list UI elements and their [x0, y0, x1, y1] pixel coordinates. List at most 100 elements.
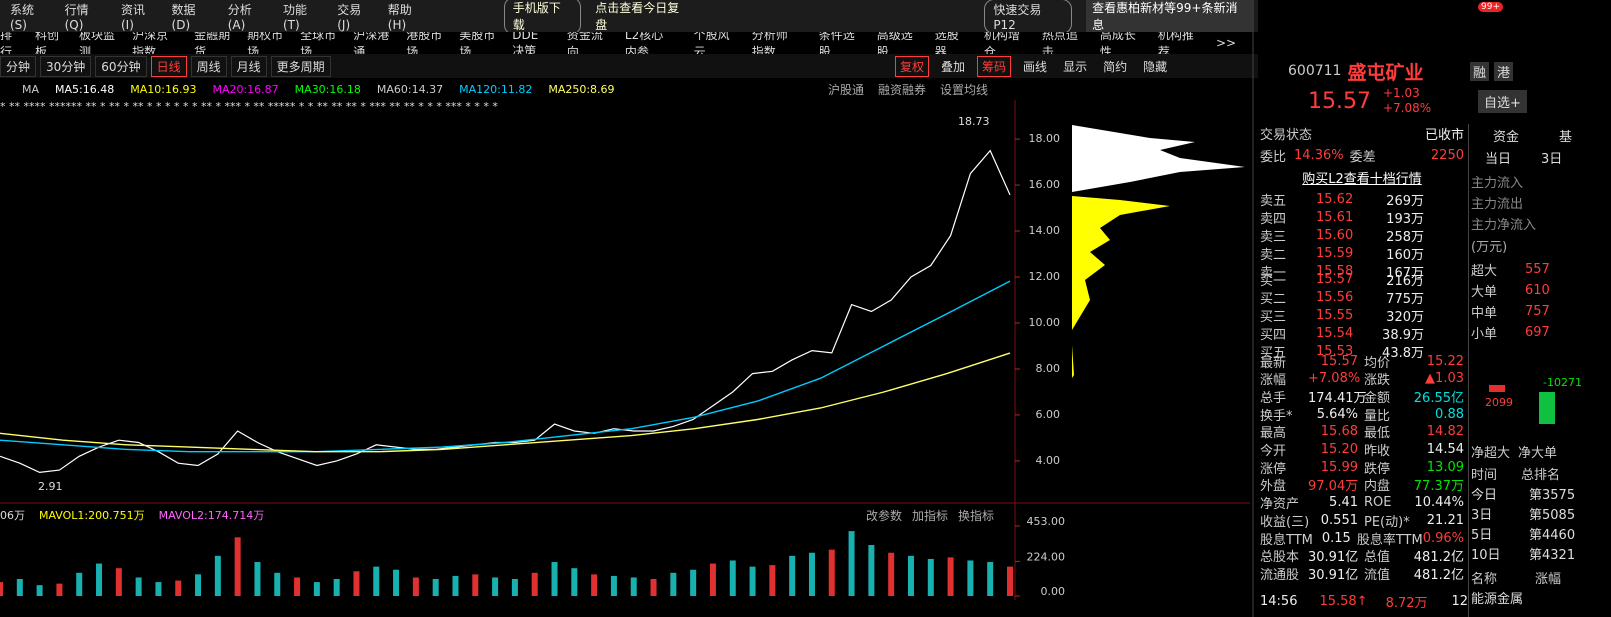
- period[interactable]: 分钟: [0, 55, 37, 77]
- chip-profile-upper: [1072, 125, 1245, 192]
- period[interactable]: 周线: [190, 55, 227, 77]
- nav-item[interactable]: >>: [1215, 36, 1237, 50]
- tab[interactable]: 基: [1559, 129, 1573, 145]
- row: 买五 15.53 43.8万: [1260, 342, 1464, 361]
- menu-item[interactable]: 交易(J): [337, 2, 362, 32]
- stat-label: 换手*: [1260, 408, 1293, 424]
- label: 委差: [1349, 149, 1376, 165]
- stat-label: 外盘: [1260, 479, 1287, 495]
- stat-value: 97.04万: [1308, 479, 1359, 495]
- nav-item[interactable]: 高级选股: [876, 32, 913, 54]
- book-vol: 167万: [1386, 265, 1424, 281]
- menu-item[interactable]: 帮助(H): [387, 2, 412, 32]
- menu-item[interactable]: 分析(A): [227, 2, 252, 32]
- y-tick-label: 0.00: [1041, 585, 1066, 598]
- tag[interactable]: 港: [1494, 61, 1514, 81]
- volume-bar: [709, 563, 716, 596]
- nav-item[interactable]: 机构推荐: [1157, 32, 1194, 54]
- nav-item[interactable]: 分析师指数: [751, 32, 788, 54]
- volume-bar: [353, 571, 360, 596]
- tick: 14:56: [1260, 593, 1298, 609]
- row: 600711 盛屯矿业 融港: [1260, 58, 1514, 84]
- period[interactable]: 月线: [230, 55, 267, 77]
- nav-item[interactable]: 高成长性: [1099, 32, 1136, 54]
- watch[interactable]: 自选+: [1478, 89, 1527, 113]
- nav-item[interactable]: 科创板: [35, 32, 60, 54]
- day-tab[interactable]: 当日: [1485, 151, 1512, 167]
- menu-item[interactable]: 功能(T): [282, 2, 307, 32]
- size-value: 757: [1525, 303, 1550, 319]
- chart-link[interactable]: 融资融券: [878, 82, 927, 97]
- book-price: 15.55: [1316, 307, 1354, 323]
- chart-link[interactable]: 沪股通: [828, 82, 865, 97]
- row: 委比 14.36% 委差 2250: [1260, 146, 1464, 165]
- stat-label: ROE: [1364, 495, 1392, 511]
- tab[interactable]: 资金: [1493, 129, 1520, 145]
- period[interactable]: 更多周期: [270, 55, 331, 77]
- vol-link[interactable]: 换指标: [958, 508, 995, 523]
- nav-item[interactable]: 个股风云: [693, 32, 730, 54]
- tool[interactable]: 隐藏: [1143, 59, 1168, 74]
- book-label: 卖四: [1260, 211, 1287, 227]
- nav-item[interactable]: 资金流向: [566, 32, 603, 54]
- l2-link[interactable]: 购买L2查看十档行情: [1302, 171, 1422, 187]
- nav-item[interactable]: 选股器: [934, 32, 959, 54]
- nav-item[interactable]: 沪深京指数: [132, 32, 169, 54]
- vol-link[interactable]: 改参数: [866, 508, 903, 523]
- nav-item[interactable]: 机构增仓: [983, 32, 1020, 54]
- tool[interactable]: 画线: [1023, 59, 1048, 74]
- nav-item[interactable]: 沪深港通: [353, 32, 390, 54]
- volume-bar: [947, 557, 954, 596]
- nav-item[interactable]: 美股市场: [459, 32, 496, 54]
- nav-item[interactable]: L2核心内参: [624, 32, 664, 54]
- period[interactable]: 30分钟: [40, 55, 92, 77]
- row: 买一 15.57 216万: [1260, 270, 1464, 289]
- button[interactable]: 查看惠柏新材等99+条新消息: [1086, 0, 1254, 32]
- nav-item[interactable]: 期权市场: [247, 32, 284, 54]
- tool[interactable]: 简约: [1103, 59, 1128, 74]
- row: 最高 15.68 最低 14.82: [1260, 423, 1464, 441]
- tool[interactable]: 叠加: [941, 59, 966, 74]
- tool[interactable]: 显示: [1063, 59, 1088, 74]
- nav-item[interactable]: 热点追击: [1041, 32, 1078, 54]
- nav-item[interactable]: 条件选股: [818, 32, 855, 54]
- period[interactable]: 60分钟: [95, 55, 147, 77]
- nav-item[interactable]: 港股市场: [406, 32, 443, 54]
- volume-bar: [96, 563, 103, 596]
- chart-link[interactable]: 设置均线: [940, 82, 989, 97]
- stat-value: 0.15: [1321, 530, 1351, 546]
- flow-label: 主力流出: [1471, 196, 1524, 212]
- volume-bar: [16, 579, 23, 596]
- menu-item[interactable]: 系统(S): [10, 2, 35, 32]
- row: 卖四 15.61 193万: [1260, 208, 1464, 227]
- book-label: 买五: [1260, 345, 1287, 361]
- volume-bar: [393, 569, 400, 596]
- flow-panel: 资金基当日 3日 主力流入 主力流出 主力净流入 (万元) 超大 557 大单 610 中单 757 小…: [1468, 124, 1611, 617]
- nav-bar: 排行 科创板 板块监测 沪深京指数 金融期货 期权市场 全球市场 沪深港通 港股市场 美股市场 DD…: [0, 32, 1258, 54]
- y-tick-label: 4.00: [1036, 454, 1061, 467]
- tool[interactable]: 筹码: [977, 55, 1012, 77]
- volume-bar: [472, 574, 479, 596]
- menu-item[interactable]: 数据(D): [171, 2, 196, 32]
- stat-label: 涨跌: [1364, 373, 1391, 389]
- nav-item[interactable]: DDE决策: [512, 32, 539, 54]
- button[interactable]: 快速交易P12: [984, 0, 1073, 32]
- row: 资金 基: [1471, 126, 1611, 145]
- tag[interactable]: 融: [1470, 61, 1490, 81]
- nav-item[interactable]: 板块监测: [79, 32, 116, 54]
- nav-item[interactable]: 全球市场: [300, 32, 337, 54]
- nav-item[interactable]: 排行: [0, 32, 13, 54]
- button[interactable]: 手机版下载: [503, 0, 582, 32]
- y-tick-label: 6.00: [1036, 408, 1061, 421]
- menu-item[interactable]: 行情(Q): [64, 2, 89, 32]
- volume-bar: [214, 555, 221, 596]
- stat-value: 15.22: [1426, 353, 1464, 369]
- tool[interactable]: 复权: [895, 55, 930, 77]
- nav-item[interactable]: 金融期货: [194, 32, 231, 54]
- menu-item[interactable]: 资讯(I): [121, 2, 146, 32]
- period[interactable]: 日线: [150, 55, 187, 77]
- vol-link[interactable]: 加指标: [912, 508, 949, 523]
- day-tab[interactable]: 3日: [1541, 151, 1563, 167]
- stat-label: 均价: [1364, 355, 1391, 371]
- button[interactable]: 点击查看今日复盘: [595, 1, 680, 32]
